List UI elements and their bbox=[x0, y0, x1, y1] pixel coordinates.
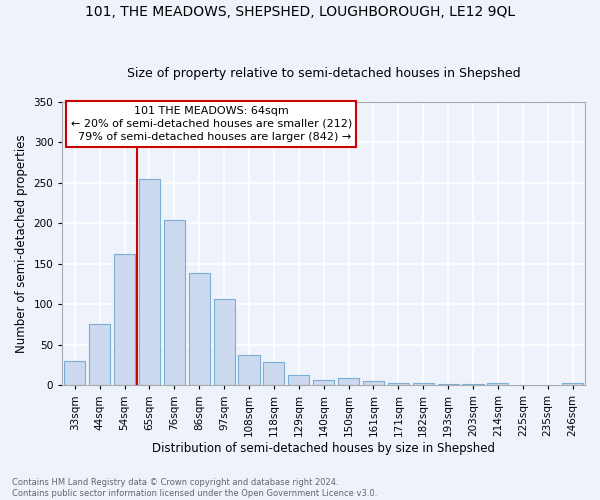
Bar bbox=[114, 254, 135, 386]
Bar bbox=[562, 383, 583, 386]
Bar bbox=[139, 178, 160, 386]
Bar bbox=[487, 383, 508, 386]
Y-axis label: Number of semi-detached properties: Number of semi-detached properties bbox=[15, 134, 28, 352]
Bar bbox=[89, 324, 110, 386]
Bar bbox=[164, 220, 185, 386]
Bar bbox=[437, 384, 458, 386]
Text: 101 THE MEADOWS: 64sqm
← 20% of semi-detached houses are smaller (212)
  79% of : 101 THE MEADOWS: 64sqm ← 20% of semi-det… bbox=[71, 106, 352, 142]
Text: Contains HM Land Registry data © Crown copyright and database right 2024.
Contai: Contains HM Land Registry data © Crown c… bbox=[12, 478, 377, 498]
Bar bbox=[263, 362, 284, 386]
Bar bbox=[388, 383, 409, 386]
Bar bbox=[64, 361, 85, 386]
Bar bbox=[238, 356, 260, 386]
Bar bbox=[313, 380, 334, 386]
Text: 101, THE MEADOWS, SHEPSHED, LOUGHBOROUGH, LE12 9QL: 101, THE MEADOWS, SHEPSHED, LOUGHBOROUGH… bbox=[85, 5, 515, 19]
X-axis label: Distribution of semi-detached houses by size in Shepshed: Distribution of semi-detached houses by … bbox=[152, 442, 495, 455]
Bar bbox=[214, 300, 235, 386]
Bar bbox=[338, 378, 359, 386]
Bar bbox=[288, 375, 310, 386]
Bar bbox=[463, 384, 484, 386]
Title: Size of property relative to semi-detached houses in Shepshed: Size of property relative to semi-detach… bbox=[127, 66, 520, 80]
Bar bbox=[363, 381, 384, 386]
Bar bbox=[413, 383, 434, 386]
Bar bbox=[188, 274, 210, 386]
